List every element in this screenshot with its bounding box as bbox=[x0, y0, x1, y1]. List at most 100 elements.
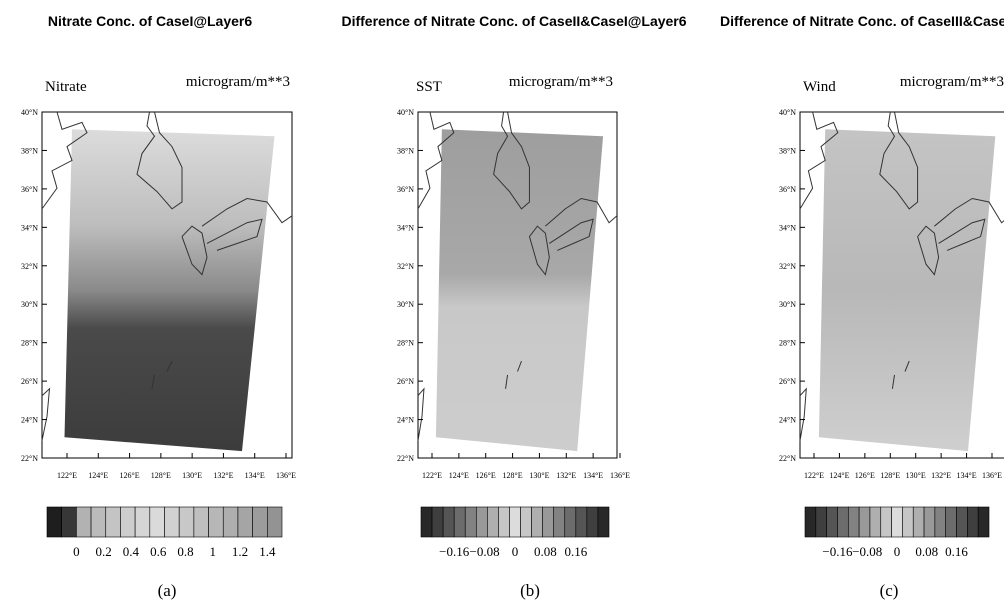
colorbar-label: 0.2 bbox=[96, 544, 112, 559]
units-label: microgram/m**3 bbox=[900, 74, 1004, 90]
colorbar-label: −0.16 bbox=[439, 544, 470, 559]
lat-label: 30°N bbox=[397, 300, 414, 309]
lon-label: 136°E bbox=[276, 471, 296, 480]
lon-label: 132°E bbox=[556, 471, 576, 480]
colorbar-box bbox=[135, 507, 150, 537]
data-domain bbox=[65, 129, 275, 451]
lon-label: 134°E bbox=[583, 471, 603, 480]
colorbar-box bbox=[532, 507, 543, 537]
colorbar-label: 1 bbox=[210, 544, 217, 559]
lon-label: 126°E bbox=[120, 471, 140, 480]
units-label: microgram/m**3 bbox=[186, 74, 290, 90]
lat-label: 24°N bbox=[397, 416, 414, 425]
colorbar-box bbox=[76, 507, 91, 537]
panel-title: Difference of Nitrate Conc. of CaseII&Ca… bbox=[341, 13, 686, 29]
lat-label: 36°N bbox=[397, 185, 414, 194]
lat-label: 32°N bbox=[397, 262, 414, 271]
lat-label: 38°N bbox=[21, 146, 38, 155]
variable-label: Wind bbox=[803, 79, 836, 95]
colorbar-label: 0.08 bbox=[534, 544, 557, 559]
lon-label: 126°E bbox=[476, 471, 496, 480]
colorbar-label: 1.2 bbox=[232, 544, 248, 559]
lat-label: 22°N bbox=[779, 454, 796, 463]
colorbar-label: 0.16 bbox=[564, 544, 587, 559]
colorbar-box bbox=[554, 507, 565, 537]
lon-label: 132°E bbox=[213, 471, 233, 480]
colorbar-box bbox=[837, 507, 848, 537]
variable-label: Nitrate bbox=[45, 79, 87, 95]
colorbar-box bbox=[827, 507, 838, 537]
lat-label: 38°N bbox=[779, 146, 796, 155]
lat-label: 36°N bbox=[21, 185, 38, 194]
lat-label: 24°N bbox=[779, 416, 796, 425]
lat-label: 32°N bbox=[779, 262, 796, 271]
colorbar-label: 0.08 bbox=[915, 544, 938, 559]
lon-label: 122°E bbox=[804, 471, 824, 480]
lat-label: 34°N bbox=[779, 223, 796, 232]
colorbar-box bbox=[957, 507, 968, 537]
lat-label: 22°N bbox=[397, 454, 414, 463]
lon-label: 134°E bbox=[245, 471, 265, 480]
lat-label: 30°N bbox=[21, 300, 38, 309]
panel-caption: (c) bbox=[880, 581, 899, 600]
colorbar-box bbox=[587, 507, 598, 537]
colorbar-label: 0.16 bbox=[945, 544, 968, 559]
lat-label: 26°N bbox=[397, 377, 414, 386]
colorbar-box bbox=[421, 507, 432, 537]
panel-title: Nitrate Conc. of CaseI@Layer6 bbox=[48, 13, 252, 29]
colorbar-box bbox=[120, 507, 135, 537]
variable-label: SST bbox=[416, 79, 442, 95]
colorbar-box bbox=[892, 507, 903, 537]
lat-label: 26°N bbox=[779, 377, 796, 386]
lon-label: 130°E bbox=[182, 471, 202, 480]
lat-label: 30°N bbox=[779, 300, 796, 309]
lon-label: 130°E bbox=[906, 471, 926, 480]
colorbar-box bbox=[150, 507, 165, 537]
colorbar-box bbox=[454, 507, 465, 537]
lon-label: 124°E bbox=[449, 471, 469, 480]
colorbar-box bbox=[209, 507, 224, 537]
lon-label: 122°E bbox=[57, 471, 77, 480]
units-label: microgram/m**3 bbox=[509, 74, 613, 90]
lon-label: 128°E bbox=[151, 471, 171, 480]
colorbar-box bbox=[106, 507, 121, 537]
lon-label: 124°E bbox=[829, 471, 849, 480]
colorbar-box bbox=[859, 507, 870, 537]
lat-label: 28°N bbox=[21, 339, 38, 348]
colorbar-box bbox=[935, 507, 946, 537]
lat-label: 40°N bbox=[21, 108, 38, 117]
lon-label: 136°E bbox=[610, 471, 630, 480]
lon-label: 128°E bbox=[880, 471, 900, 480]
colorbar-box bbox=[816, 507, 827, 537]
panel-caption: (b) bbox=[520, 581, 540, 600]
colorbar-label: −0.08 bbox=[470, 544, 500, 559]
lon-label: 122°E bbox=[422, 471, 442, 480]
colorbar-box bbox=[498, 507, 509, 537]
lat-label: 28°N bbox=[397, 339, 414, 348]
colorbar-box bbox=[902, 507, 913, 537]
colorbar-box bbox=[432, 507, 443, 537]
colorbar-box bbox=[253, 507, 268, 537]
colorbar-box bbox=[223, 507, 238, 537]
lon-label: 136°E bbox=[982, 471, 1002, 480]
lat-label: 36°N bbox=[779, 185, 796, 194]
colorbar-box bbox=[967, 507, 978, 537]
colorbar-label: −0.08 bbox=[852, 544, 882, 559]
colorbar-box bbox=[165, 507, 180, 537]
colorbar-box bbox=[62, 507, 77, 537]
colorbar-box bbox=[521, 507, 532, 537]
colorbar-label: −0.16 bbox=[822, 544, 853, 559]
lon-label: 130°E bbox=[529, 471, 549, 480]
colorbar-box bbox=[946, 507, 957, 537]
colorbar-box bbox=[179, 507, 194, 537]
lat-label: 22°N bbox=[21, 454, 38, 463]
colorbar-label: 0.6 bbox=[150, 544, 167, 559]
lat-label: 34°N bbox=[397, 223, 414, 232]
colorbar-box bbox=[924, 507, 935, 537]
lat-label: 34°N bbox=[21, 223, 38, 232]
colorbar-box bbox=[465, 507, 476, 537]
lon-label: 128°E bbox=[503, 471, 523, 480]
colorbar-box bbox=[47, 507, 62, 537]
colorbar-label: 1.4 bbox=[259, 544, 276, 559]
lon-label: 126°E bbox=[855, 471, 875, 480]
